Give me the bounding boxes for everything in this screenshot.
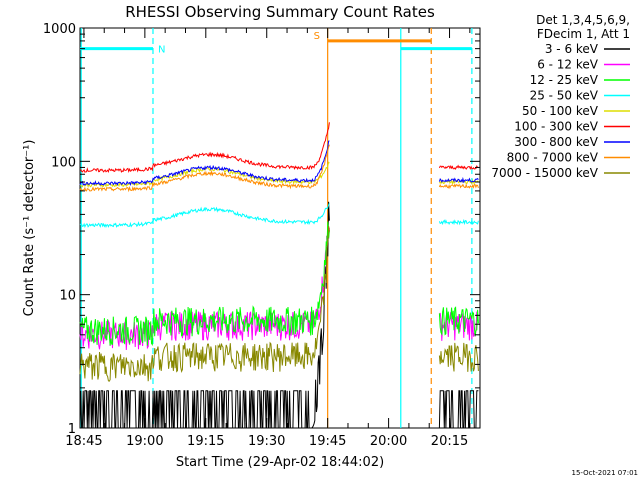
legend-header-2: FDecim 1, Att 1 xyxy=(537,27,630,41)
legend-entry: 300 - 800 keV xyxy=(514,135,598,149)
legend-entry: 12 - 25 keV xyxy=(530,73,599,87)
series-line xyxy=(79,203,330,228)
legend-entry: 3 - 6 keV xyxy=(545,42,599,56)
series-line xyxy=(438,164,479,171)
x-tick-label: 19:45 xyxy=(309,434,346,449)
flag-label: N xyxy=(158,45,165,56)
series-line xyxy=(438,183,479,190)
event-lines xyxy=(80,28,473,428)
y-tick-label: 10 xyxy=(59,289,76,304)
series-lines xyxy=(79,122,479,429)
plot-area: NS 18:45 19:00 19:15 19:30 19:45 20:00 20:15 1… xyxy=(43,22,481,449)
series-line xyxy=(80,122,330,173)
series-line xyxy=(438,306,479,337)
legend-entry: 800 - 7000 keV xyxy=(507,151,599,165)
chart-title: RHESSI Observing Summary Count Rates xyxy=(125,3,435,21)
x-axis-label: Start Time (29-Apr-02 18:44:02) xyxy=(176,455,384,470)
legend-entry: 7000 - 15000 keV xyxy=(491,166,598,180)
flag-bars: NS xyxy=(80,31,472,56)
x-tick-label: 18:45 xyxy=(65,434,102,449)
series-line xyxy=(438,176,479,184)
x-tick-label: 19:30 xyxy=(248,434,285,449)
legend: Det 1,3,4,5,6,9, FDecim 1, Att 1 3 - 6 k… xyxy=(491,13,630,180)
y-tick-label: 100 xyxy=(51,155,76,170)
legend-entry: 25 - 50 keV xyxy=(530,89,599,103)
x-tick-label: 19:15 xyxy=(187,434,224,449)
series-line xyxy=(438,390,479,429)
timestamp: 15-Oct-2021 07:01 xyxy=(572,469,638,477)
y-tick-label: 1000 xyxy=(43,22,76,37)
series-line xyxy=(79,226,330,382)
y-axis-label: Count Rate (s⁻¹ detector⁻¹) xyxy=(22,140,37,317)
flag-label: S xyxy=(314,31,320,42)
x-tick-label: 20:00 xyxy=(370,434,407,449)
series-line xyxy=(79,201,330,429)
x-tick-label: 20:15 xyxy=(431,434,468,449)
x-tick-label: 19:00 xyxy=(126,434,163,449)
y-tick-label: 1 xyxy=(68,422,76,437)
y-ticks: 1 10 100 1000 xyxy=(43,22,480,437)
legend-header-1: Det 1,3,4,5,6,9, xyxy=(536,13,630,27)
series-line xyxy=(79,140,330,186)
series-line xyxy=(438,218,479,226)
series-line xyxy=(438,342,479,372)
series-line xyxy=(79,221,330,346)
legend-entry: 50 - 100 keV xyxy=(522,104,599,118)
series-line xyxy=(79,144,330,193)
legend-entry: 6 - 12 keV xyxy=(537,58,599,72)
x-ticks: 18:45 19:00 19:15 19:30 19:45 20:00 20:15 xyxy=(65,28,471,449)
legend-entry: 100 - 300 keV xyxy=(514,120,598,134)
